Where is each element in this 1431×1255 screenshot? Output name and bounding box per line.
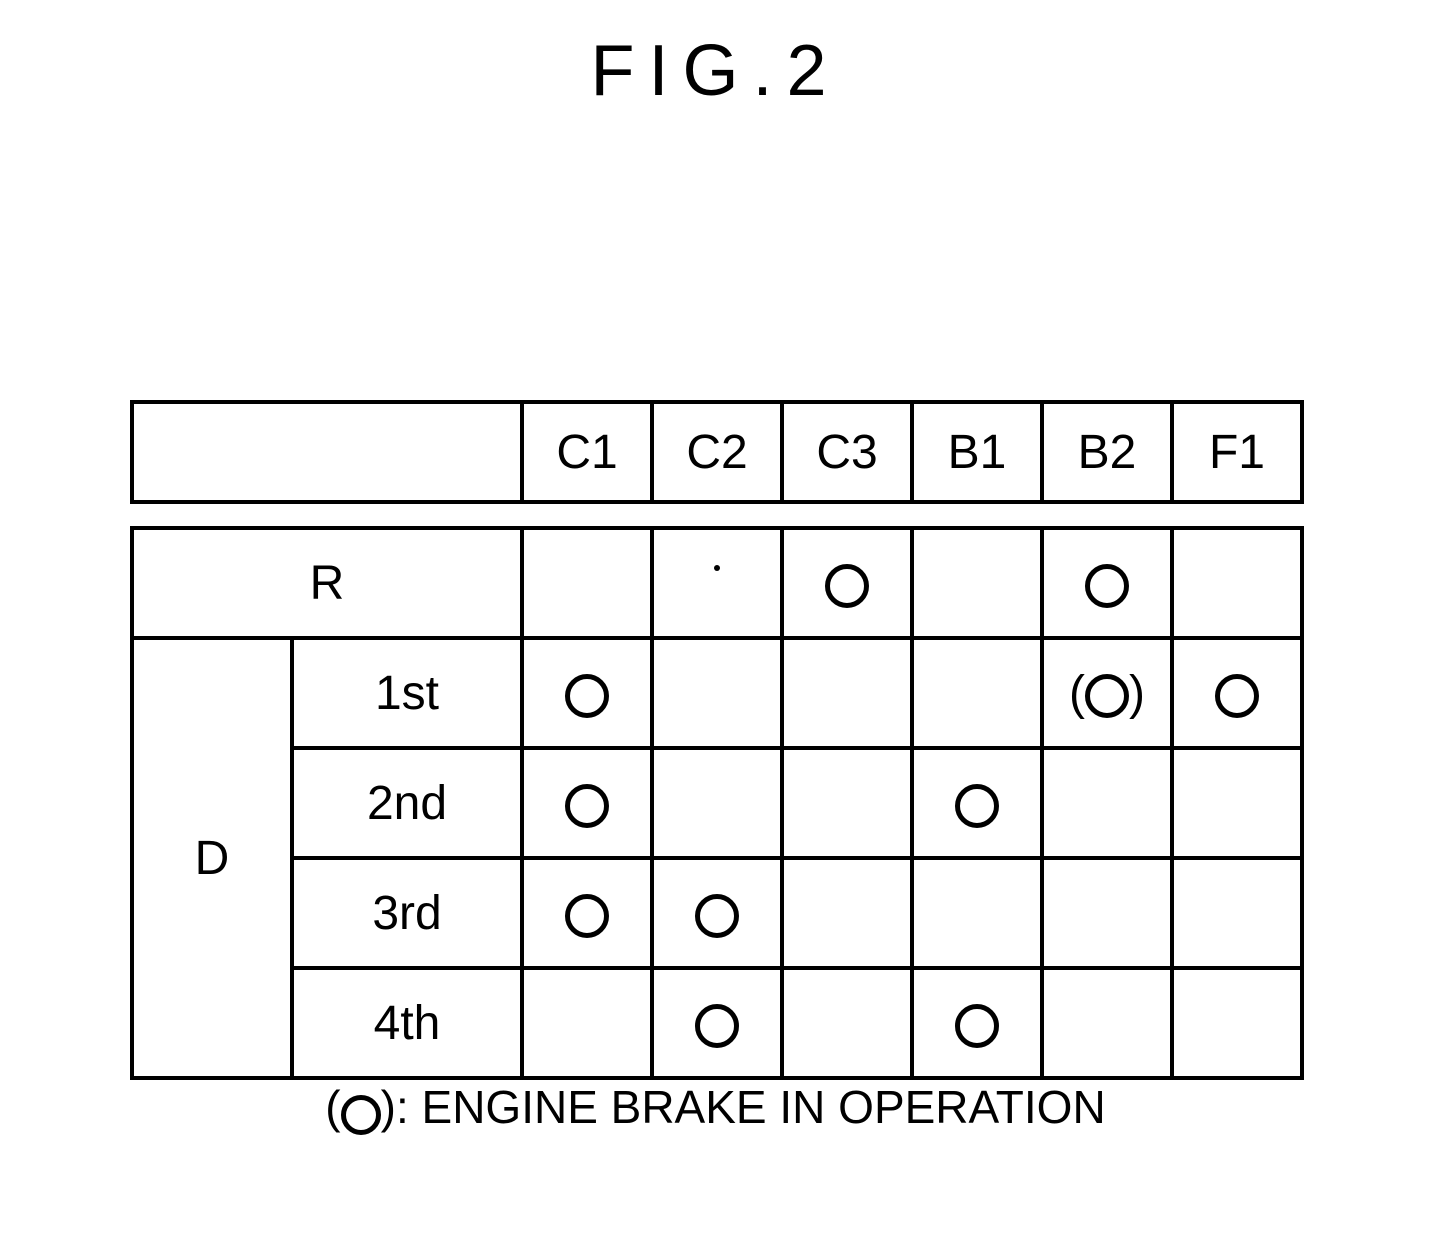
col-c3: C3 bbox=[782, 402, 912, 502]
row-r: R bbox=[132, 528, 1302, 638]
col-c1: C1 bbox=[522, 402, 652, 502]
cell-4th-b1 bbox=[912, 968, 1042, 1078]
cell-1st-c3 bbox=[782, 638, 912, 748]
cell-r-c1 bbox=[522, 528, 652, 638]
cell-1st-f1 bbox=[1172, 638, 1302, 748]
engaged-icon bbox=[565, 784, 609, 828]
cell-4th-c3 bbox=[782, 968, 912, 1078]
row-1st: D 1st () bbox=[132, 638, 1302, 748]
gear-1st: 1st bbox=[292, 638, 522, 748]
cell-3rd-c3 bbox=[782, 858, 912, 968]
cell-1st-c2 bbox=[652, 638, 782, 748]
engaged-icon bbox=[565, 674, 609, 718]
cell-2nd-c2 bbox=[652, 748, 782, 858]
col-b2: B2 bbox=[1042, 402, 1172, 502]
row-4th: 4th bbox=[132, 968, 1302, 1078]
gear-3rd: 3rd bbox=[292, 858, 522, 968]
engaged-icon bbox=[955, 784, 999, 828]
header-blank bbox=[132, 402, 522, 502]
cell-4th-c2 bbox=[652, 968, 782, 1078]
caption-text: : ENGINE BRAKE IN OPERATION bbox=[396, 1081, 1106, 1133]
row-2nd: 2nd bbox=[132, 748, 1302, 858]
cell-1st-c1 bbox=[522, 638, 652, 748]
cell-4th-f1 bbox=[1172, 968, 1302, 1078]
cell-r-b2 bbox=[1042, 528, 1172, 638]
row-3rd: 3rd bbox=[132, 858, 1302, 968]
col-b1: B1 bbox=[912, 402, 1042, 502]
cell-2nd-c1 bbox=[522, 748, 652, 858]
cell-2nd-f1 bbox=[1172, 748, 1302, 858]
cell-4th-b2 bbox=[1042, 968, 1172, 1078]
engaged-icon bbox=[341, 1095, 381, 1135]
engine-brake-icon: () bbox=[1069, 667, 1145, 720]
engaged-icon bbox=[695, 1004, 739, 1048]
cell-r-f1 bbox=[1172, 528, 1302, 638]
col-c2: C2 bbox=[652, 402, 782, 502]
row-r-label: R bbox=[132, 528, 522, 638]
gear-2nd: 2nd bbox=[292, 748, 522, 858]
cell-2nd-c3 bbox=[782, 748, 912, 858]
row-d-label: D bbox=[132, 638, 292, 1078]
engaged-icon bbox=[1085, 564, 1129, 608]
cell-3rd-c1 bbox=[522, 858, 652, 968]
cell-r-b1 bbox=[912, 528, 1042, 638]
cell-2nd-b2 bbox=[1042, 748, 1172, 858]
cell-r-c2 bbox=[652, 528, 782, 638]
gear-4th: 4th bbox=[292, 968, 522, 1078]
cell-1st-b1 bbox=[912, 638, 1042, 748]
cell-4th-c1 bbox=[522, 968, 652, 1078]
cell-r-c3 bbox=[782, 528, 912, 638]
table-gap bbox=[132, 502, 1302, 528]
engaged-icon bbox=[1215, 674, 1259, 718]
engaged-icon bbox=[695, 894, 739, 938]
caption: (): ENGINE BRAKE IN OPERATION bbox=[0, 1080, 1431, 1134]
cell-2nd-b1 bbox=[912, 748, 1042, 858]
cell-3rd-f1 bbox=[1172, 858, 1302, 968]
engagement-table: C1 C2 C3 B1 B2 F1 R D 1st () 2nd bbox=[130, 400, 1300, 1080]
engaged-icon bbox=[825, 564, 869, 608]
table-header-row: C1 C2 C3 B1 B2 F1 bbox=[132, 402, 1302, 502]
engaged-icon bbox=[565, 894, 609, 938]
col-f1: F1 bbox=[1172, 402, 1302, 502]
cell-1st-b2: () bbox=[1042, 638, 1172, 748]
engaged-icon bbox=[955, 1004, 999, 1048]
cell-3rd-b1 bbox=[912, 858, 1042, 968]
cell-3rd-b2 bbox=[1042, 858, 1172, 968]
figure-title: FIG.2 bbox=[0, 30, 1431, 112]
cell-3rd-c2 bbox=[652, 858, 782, 968]
